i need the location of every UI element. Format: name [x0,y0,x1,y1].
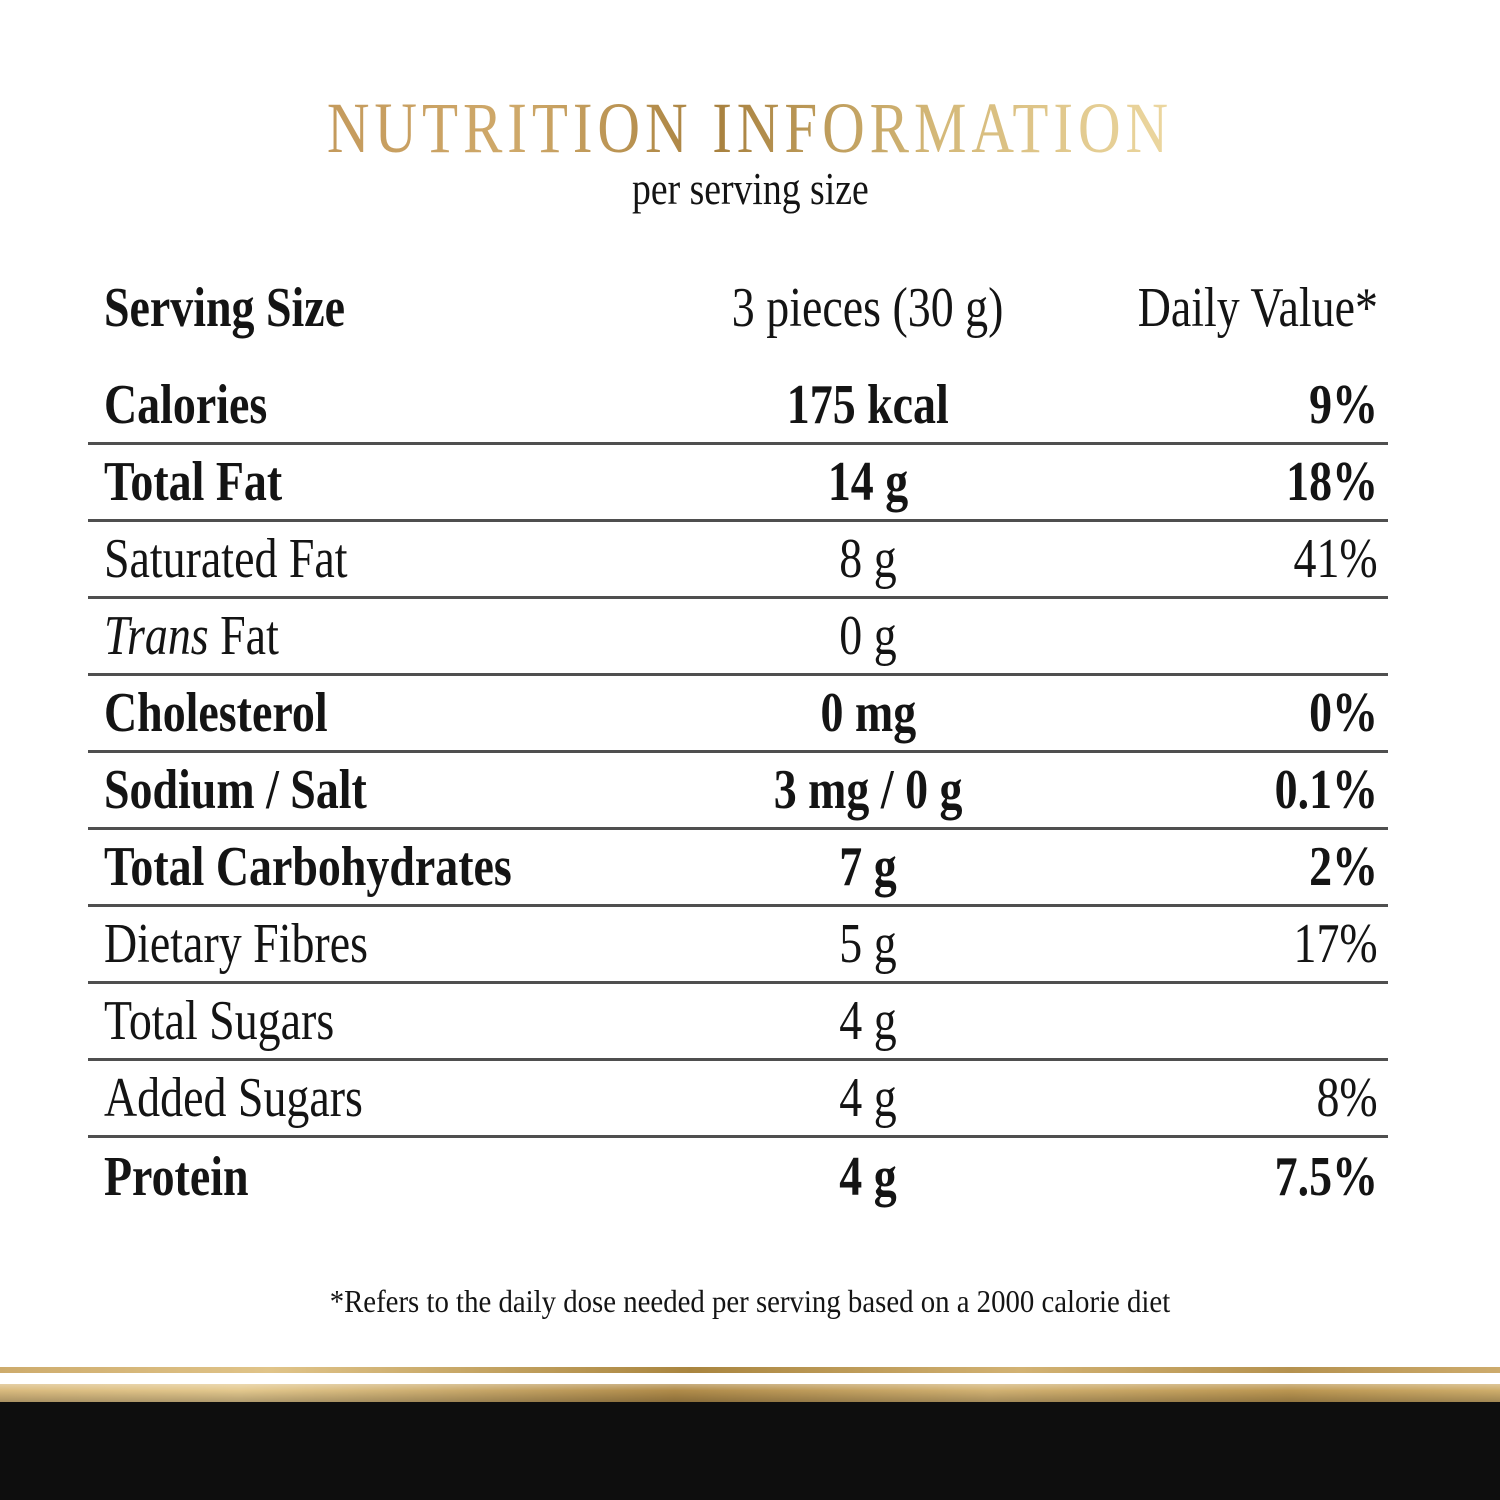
nutrient-label-cell: Cholesterol [88,681,658,745]
nutrient-value: 4 g [839,1145,897,1208]
nutrient-value: 0 mg [820,682,916,744]
nutrient-label-cell: Sodium / Salt [88,758,658,822]
nutrient-label: Protein [104,1145,249,1208]
nutrient-label-cell: Total Carbohydrates [88,835,658,899]
serving-size-label-cell: Serving Size [88,276,658,340]
gold-stripe-thin [0,1367,1500,1373]
nutrient-label: Sodium / Salt [104,759,367,821]
nutrient-daily-value: 18% [1286,451,1378,513]
nutrient-value-cell: 8 g [658,527,1078,591]
nutrient-value: 4 g [839,990,897,1052]
page-title-text: NUTRITION INFORMATION [326,88,1174,168]
nutrient-label: Dietary Fibres [104,913,368,975]
page-subtitle: per serving size [0,166,1500,212]
table-row: Added Sugars 4 g 8% [88,1061,1388,1138]
nutrient-label: Total Fat [104,451,283,513]
nutrient-value-cell: 4 g [658,1145,1078,1209]
nutrient-label: Calories [104,374,268,436]
nutrient-daily-value-cell: 41% [1078,527,1388,591]
table-row: Trans Fat 0 g [88,599,1388,676]
nutrient-label-cell: Calories [88,373,658,437]
nutrient-value-cell: 5 g [658,912,1078,976]
black-bar [0,1402,1500,1500]
nutrient-value: 7 g [839,836,897,898]
serving-size-row: Serving Size 3 pieces (30 g) Daily Value… [88,268,1388,348]
nutrient-daily-value-cell [1078,604,1388,668]
serving-size-value-cell: 3 pieces (30 g) [658,276,1078,340]
nutrient-value-cell: 0 mg [658,681,1078,745]
nutrient-value: 5 g [839,913,897,975]
nutrient-label: Added Sugars [104,1067,363,1129]
footnote: *Refers to the daily dose needed per ser… [0,1285,1500,1317]
nutrient-daily-value-cell: 9% [1078,373,1388,437]
nutrition-table: Calories 175 kcal 9% Total Fat 14 g 18% … [88,368,1388,1215]
nutrient-daily-value-cell: 17% [1078,912,1388,976]
nutrient-label: Trans Fat [104,605,279,667]
table-row: Saturated Fat 8 g 41% [88,522,1388,599]
table-row: Total Sugars 4 g [88,984,1388,1061]
nutrient-daily-value: 7.5% [1274,1145,1378,1208]
nutrient-value-cell: 3 mg / 0 g [658,758,1078,822]
nutrient-value: 14 g [827,451,909,513]
footnote-text: *Refers to the daily dose needed per ser… [329,1283,1171,1319]
daily-value-header: Daily Value* [1137,277,1378,339]
nutrient-label-cell: Dietary Fibres [88,912,658,976]
nutrient-value-cell: 4 g [658,1066,1078,1130]
serving-size-value: 3 pieces (30 g) [732,277,1004,339]
nutrient-value: 175 kcal [786,374,950,436]
nutrient-value: 8 g [839,528,897,590]
nutrient-daily-value: 9% [1309,374,1378,436]
nutrient-daily-value: 41% [1293,528,1378,590]
table-row: Total Fat 14 g 18% [88,445,1388,522]
nutrient-label-cell: Total Fat [88,450,658,514]
nutrient-daily-value: 2% [1309,836,1378,898]
nutrient-value-cell: 7 g [658,835,1078,899]
nutrient-daily-value: 0.1% [1274,759,1378,821]
nutrient-daily-value-cell [1078,989,1388,1053]
page-title: NUTRITION INFORMATION [0,92,1500,164]
nutrient-value-cell: 175 kcal [658,373,1078,437]
daily-value-header-cell: Daily Value* [1078,276,1388,340]
nutrient-daily-value-cell: 7.5% [1078,1145,1388,1209]
nutrient-daily-value-cell: 8% [1078,1066,1388,1130]
nutrient-daily-value-cell: 0% [1078,681,1388,745]
nutrient-label: Total Carbohydrates [104,836,512,898]
nutrient-value-cell: 14 g [658,450,1078,514]
nutrient-label-cell: Added Sugars [88,1066,658,1130]
nutrient-label-cell: Total Sugars [88,989,658,1053]
nutrient-label-cell: Trans Fat [88,604,658,668]
nutrient-label: Cholesterol [104,682,328,744]
nutrient-label: Total Sugars [104,990,335,1052]
nutrient-label-cell: Saturated Fat [88,527,658,591]
nutrient-daily-value: 17% [1293,913,1378,975]
nutrient-daily-value-cell: 18% [1078,450,1388,514]
table-row: Dietary Fibres 5 g 17% [88,907,1388,984]
serving-size-label: Serving Size [104,277,346,339]
table-row: Total Carbohydrates 7 g 2% [88,830,1388,907]
nutrient-daily-value: 8% [1316,1067,1378,1129]
nutrient-value-cell: 0 g [658,604,1078,668]
nutrient-daily-value-cell: 2% [1078,835,1388,899]
table-row: Sodium / Salt 3 mg / 0 g 0.1% [88,753,1388,830]
nutrient-daily-value-cell: 0.1% [1078,758,1388,822]
nutrient-label: Saturated Fat [104,528,348,590]
nutrient-label-cell: Protein [88,1145,658,1209]
nutrient-value: 0 g [839,605,897,667]
table-row: Protein 4 g 7.5% [88,1138,1388,1215]
nutrient-value-cell: 4 g [658,989,1078,1053]
nutrient-daily-value: 0% [1309,682,1378,744]
nutrient-value: 4 g [839,1067,897,1129]
table-row: Cholesterol 0 mg 0% [88,676,1388,753]
gold-bar [0,1384,1500,1402]
nutrient-value: 3 mg / 0 g [773,759,963,821]
page-subtitle-text: per serving size [631,163,869,214]
table-row: Calories 175 kcal 9% [88,368,1388,445]
